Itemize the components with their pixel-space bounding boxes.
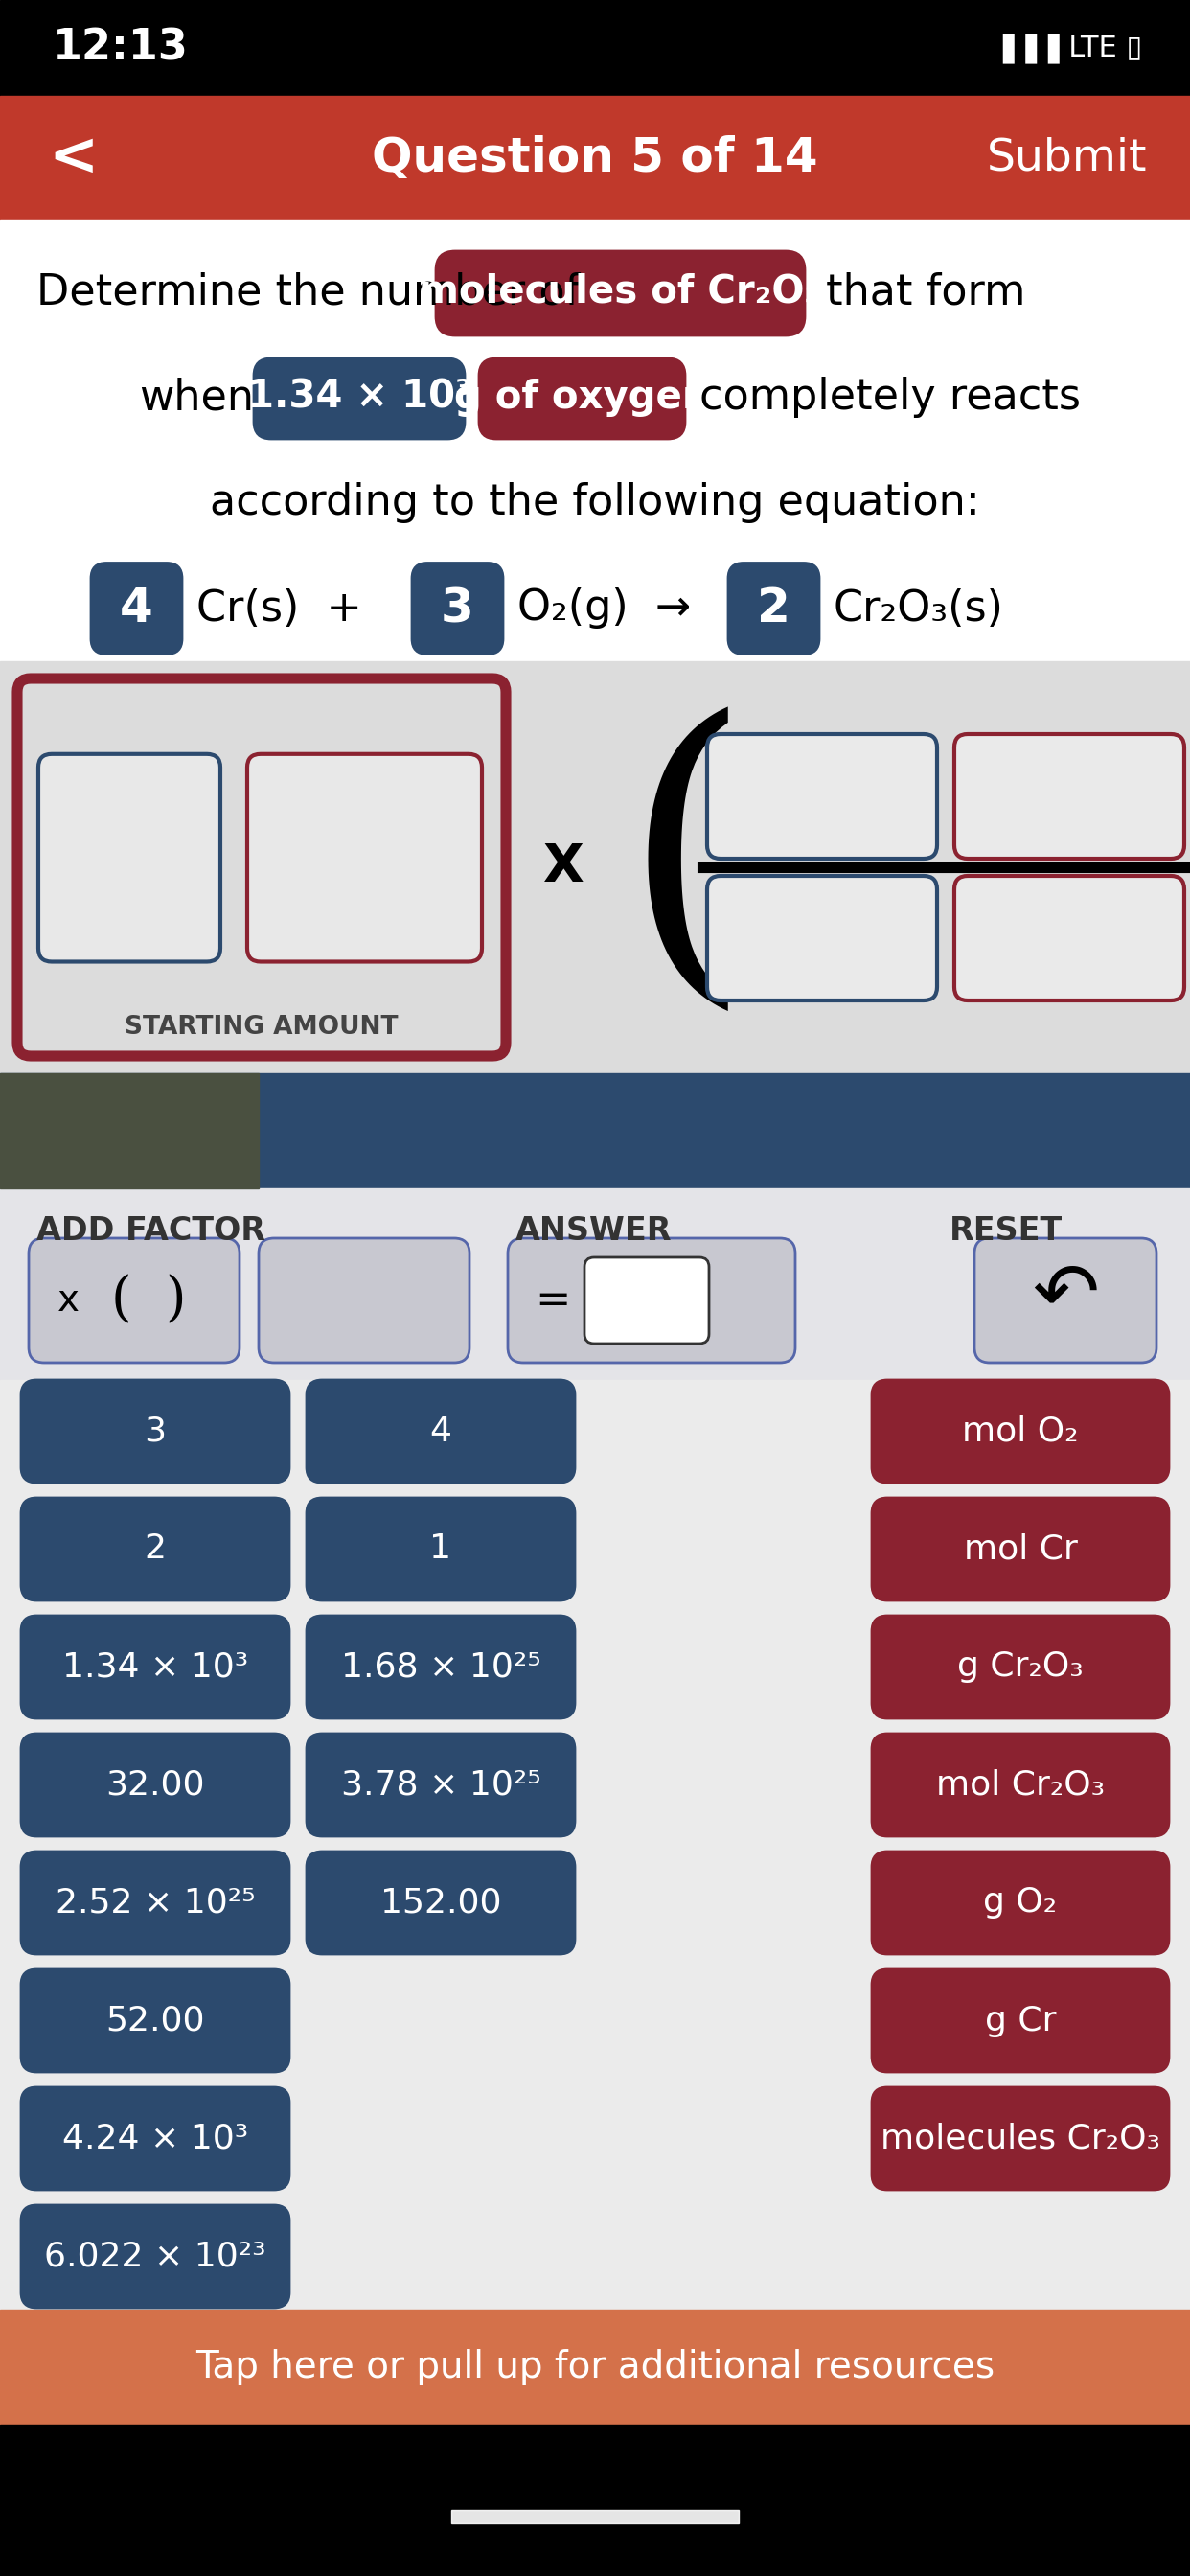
- Text: =: =: [534, 1280, 570, 1321]
- FancyBboxPatch shape: [21, 1734, 289, 1837]
- Text: STARTING AMOUNT: STARTING AMOUNT: [125, 1015, 399, 1041]
- FancyBboxPatch shape: [29, 1239, 239, 1363]
- Text: 1.34 × 10³: 1.34 × 10³: [62, 1651, 249, 1682]
- Bar: [0, 222, 1190, 662]
- Text: 3: 3: [440, 585, 474, 631]
- FancyBboxPatch shape: [21, 1381, 289, 1484]
- Text: Tap here or pull up for additional resources: Tap here or pull up for additional resou…: [195, 2349, 995, 2385]
- FancyBboxPatch shape: [38, 755, 220, 961]
- Text: X: X: [543, 842, 584, 894]
- FancyBboxPatch shape: [480, 358, 685, 438]
- Text: O₂(g)  →: O₂(g) →: [518, 587, 691, 629]
- FancyBboxPatch shape: [21, 1971, 289, 2071]
- FancyBboxPatch shape: [872, 1852, 1169, 1955]
- Bar: [0, 2311, 1190, 2424]
- Text: x: x: [57, 1283, 80, 1319]
- FancyBboxPatch shape: [872, 1971, 1169, 2071]
- Text: <: <: [48, 129, 98, 188]
- Text: 152.00: 152.00: [380, 1886, 501, 1919]
- FancyBboxPatch shape: [21, 1497, 289, 1600]
- Text: molecules Cr₂O₃: molecules Cr₂O₃: [881, 2123, 1160, 2154]
- FancyBboxPatch shape: [307, 1615, 575, 1718]
- Text: (: (: [621, 706, 751, 1028]
- Text: ▐▐▐ LTE ▯: ▐▐▐ LTE ▯: [991, 33, 1142, 62]
- FancyBboxPatch shape: [307, 1497, 575, 1600]
- Text: molecules of Cr₂O₃: molecules of Cr₂O₃: [419, 273, 821, 312]
- FancyBboxPatch shape: [872, 2087, 1169, 2190]
- Text: 3.78 × 10²⁵: 3.78 × 10²⁵: [340, 1770, 540, 1801]
- Bar: [0, 1074, 258, 1188]
- FancyBboxPatch shape: [707, 876, 937, 999]
- FancyBboxPatch shape: [307, 1852, 575, 1955]
- Text: Cr₂O₃(s): Cr₂O₃(s): [833, 587, 1004, 629]
- Text: g Cr: g Cr: [984, 2004, 1056, 2038]
- FancyBboxPatch shape: [508, 1239, 795, 1363]
- Text: completely reacts: completely reacts: [700, 376, 1081, 417]
- Text: 52.00: 52.00: [106, 2004, 205, 2038]
- FancyBboxPatch shape: [872, 1615, 1169, 1718]
- FancyBboxPatch shape: [436, 250, 804, 335]
- Text: 2.52 × 10²⁵: 2.52 × 10²⁵: [55, 1886, 255, 1919]
- FancyBboxPatch shape: [975, 1239, 1157, 1363]
- FancyBboxPatch shape: [412, 564, 503, 654]
- Text: 1.68 × 10²⁵: 1.68 × 10²⁵: [340, 1651, 540, 1682]
- Bar: [0, 1188, 1190, 1381]
- Text: 1.34 × 10³: 1.34 × 10³: [246, 379, 471, 417]
- Text: g of oxygen: g of oxygen: [455, 379, 709, 417]
- Text: Cr(s)  +: Cr(s) +: [196, 587, 362, 629]
- Text: mol Cr₂O₃: mol Cr₂O₃: [937, 1770, 1104, 1801]
- Text: g O₂: g O₂: [983, 1886, 1058, 1919]
- FancyBboxPatch shape: [307, 1381, 575, 1484]
- FancyBboxPatch shape: [872, 1381, 1169, 1484]
- Text: 12:13: 12:13: [52, 28, 188, 70]
- Text: (  ): ( ): [111, 1275, 186, 1327]
- Text: ANSWER: ANSWER: [515, 1216, 672, 1247]
- Bar: [451, 2509, 739, 2522]
- Text: ↶: ↶: [1032, 1257, 1098, 1334]
- Text: mol O₂: mol O₂: [963, 1414, 1078, 1448]
- Text: ADD FACTOR: ADD FACTOR: [37, 1216, 265, 1247]
- Text: g Cr₂O₃: g Cr₂O₃: [957, 1651, 1084, 1682]
- Bar: [0, 95, 1190, 222]
- Text: according to the following equation:: according to the following equation:: [209, 482, 981, 523]
- FancyBboxPatch shape: [248, 755, 482, 961]
- Text: 4: 4: [120, 585, 154, 631]
- Text: Submit: Submit: [987, 137, 1147, 180]
- FancyBboxPatch shape: [21, 2087, 289, 2190]
- FancyBboxPatch shape: [728, 564, 819, 654]
- Text: 4: 4: [430, 1414, 452, 1448]
- FancyBboxPatch shape: [954, 876, 1184, 999]
- Text: 6.022 × 10²³: 6.022 × 10²³: [44, 2241, 267, 2272]
- Text: mol Cr: mol Cr: [964, 1533, 1077, 1566]
- FancyBboxPatch shape: [307, 1734, 575, 1837]
- Text: when: when: [139, 376, 253, 417]
- Text: Determine the number of: Determine the number of: [37, 270, 580, 312]
- FancyBboxPatch shape: [90, 564, 182, 654]
- FancyBboxPatch shape: [954, 734, 1184, 858]
- Text: 4.24 × 10³: 4.24 × 10³: [62, 2123, 249, 2154]
- Bar: [0, 1381, 1190, 2311]
- FancyBboxPatch shape: [253, 358, 464, 438]
- FancyBboxPatch shape: [21, 1615, 289, 1718]
- FancyBboxPatch shape: [872, 1497, 1169, 1600]
- Bar: [0, 0, 1190, 95]
- Text: 2: 2: [757, 585, 790, 631]
- FancyBboxPatch shape: [707, 734, 937, 858]
- Bar: [0, 2424, 1190, 2576]
- Text: 32.00: 32.00: [106, 1770, 205, 1801]
- Text: 3: 3: [144, 1414, 167, 1448]
- FancyBboxPatch shape: [258, 1239, 470, 1363]
- FancyBboxPatch shape: [21, 1852, 289, 1955]
- FancyBboxPatch shape: [872, 1734, 1169, 1837]
- Text: Question 5 of 14: Question 5 of 14: [372, 134, 818, 180]
- FancyBboxPatch shape: [584, 1257, 709, 1345]
- FancyBboxPatch shape: [21, 2205, 289, 2308]
- Bar: [0, 662, 1190, 1074]
- Text: that form: that form: [826, 270, 1026, 312]
- Text: 1: 1: [430, 1533, 452, 1566]
- FancyBboxPatch shape: [17, 677, 506, 1056]
- Bar: [0, 1074, 1190, 1188]
- Text: 2: 2: [144, 1533, 167, 1566]
- Text: RESET: RESET: [950, 1216, 1063, 1247]
